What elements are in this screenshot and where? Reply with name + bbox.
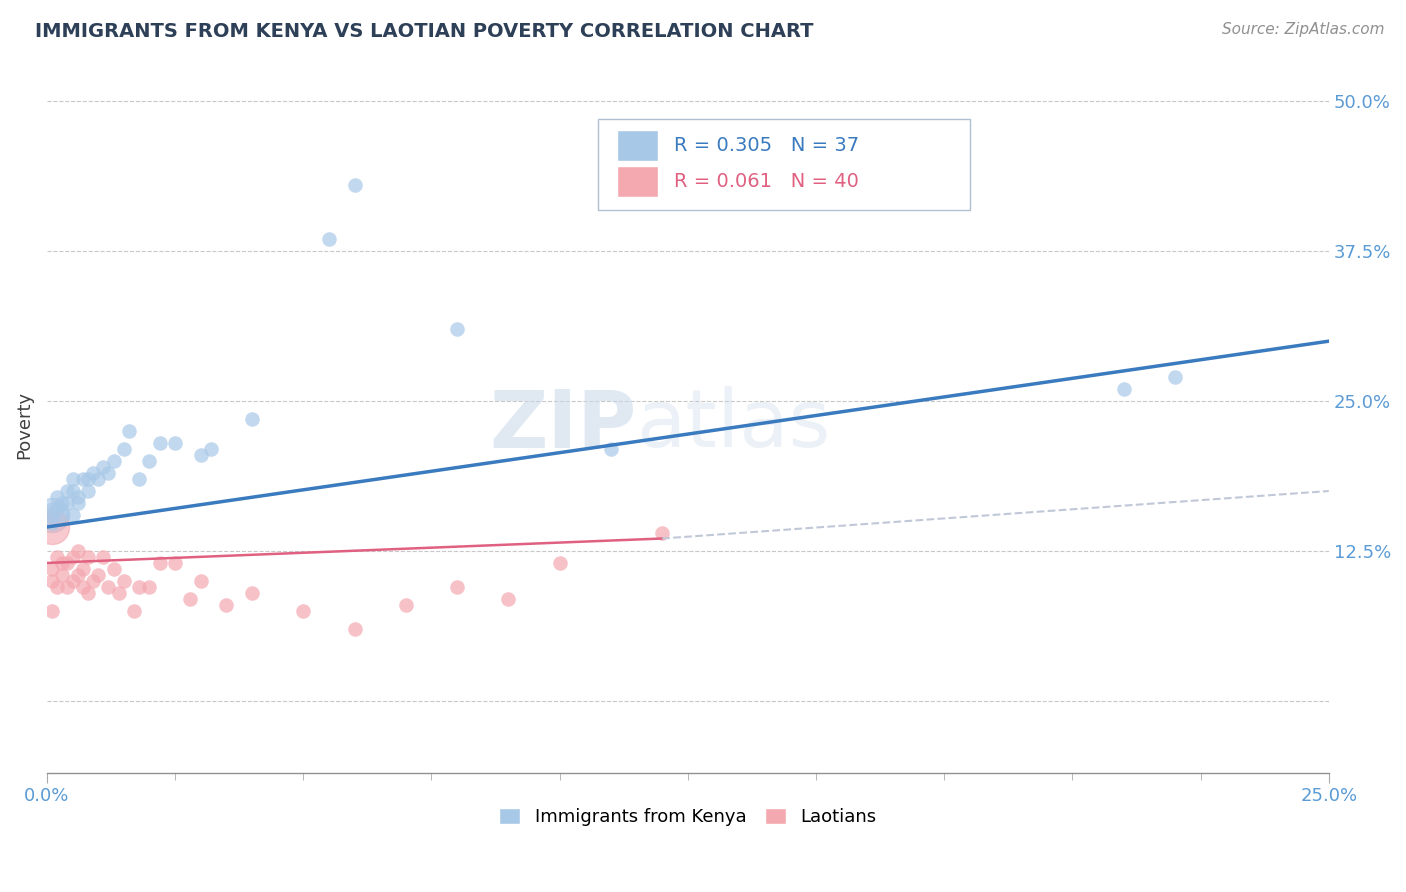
Point [118, 424, 141, 438]
Point [87, 568, 110, 582]
Point [87, 472, 110, 486]
Point [149, 436, 172, 450]
Point [62, 472, 84, 486]
Point [41, 574, 63, 588]
Point [56, 580, 79, 594]
Point [41, 516, 63, 531]
Point [97, 466, 120, 480]
Point [46, 580, 69, 594]
Point [66, 490, 89, 504]
Point [138, 580, 160, 594]
Point [41, 508, 63, 522]
Legend: Immigrants from Kenya, Laotians: Immigrants from Kenya, Laotians [492, 800, 884, 833]
Point [107, 586, 129, 600]
Point [651, 526, 673, 541]
Point [66, 544, 89, 558]
Point [66, 568, 89, 582]
Point [200, 442, 222, 456]
Point [190, 448, 212, 462]
Point [318, 232, 340, 246]
Point [91, 460, 114, 475]
Point [77, 586, 100, 600]
Point [82, 466, 104, 480]
Point [66, 496, 89, 510]
Point [446, 322, 468, 336]
Point [51, 568, 73, 582]
Point [56, 483, 79, 498]
Point [149, 556, 172, 570]
Point [128, 580, 150, 594]
FancyBboxPatch shape [617, 130, 658, 161]
Point [215, 598, 238, 612]
Point [41, 508, 63, 522]
Point [343, 178, 366, 193]
Y-axis label: Poverty: Poverty [15, 391, 32, 459]
Point [72, 580, 94, 594]
Point [72, 472, 94, 486]
Point [240, 586, 263, 600]
Point [165, 436, 187, 450]
Point [190, 574, 212, 588]
Text: Source: ZipAtlas.com: Source: ZipAtlas.com [1222, 22, 1385, 37]
Point [128, 472, 150, 486]
Point [51, 496, 73, 510]
Point [138, 454, 160, 468]
Point [41, 562, 63, 576]
Point [1164, 370, 1187, 384]
Point [548, 556, 571, 570]
Point [446, 580, 468, 594]
Point [56, 496, 79, 510]
Text: IMMIGRANTS FROM KENYA VS LAOTIAN POVERTY CORRELATION CHART: IMMIGRANTS FROM KENYA VS LAOTIAN POVERTY… [35, 22, 814, 41]
FancyBboxPatch shape [617, 166, 658, 197]
Point [51, 508, 73, 522]
Point [46, 490, 69, 504]
Point [77, 549, 100, 564]
Point [343, 622, 366, 636]
Point [165, 556, 187, 570]
Point [395, 598, 418, 612]
Point [97, 580, 120, 594]
Point [41, 520, 63, 534]
Point [62, 483, 84, 498]
Point [112, 442, 135, 456]
Point [179, 591, 201, 606]
Point [122, 604, 145, 618]
Point [46, 549, 69, 564]
Point [41, 604, 63, 618]
Point [112, 574, 135, 588]
Text: ZIP: ZIP [489, 386, 637, 464]
Point [41, 502, 63, 516]
Point [240, 412, 263, 426]
Text: R = 0.305   N = 37: R = 0.305 N = 37 [673, 136, 859, 155]
Point [82, 574, 104, 588]
Point [51, 556, 73, 570]
Point [77, 472, 100, 486]
Text: R = 0.061   N = 40: R = 0.061 N = 40 [673, 172, 859, 191]
Point [292, 604, 315, 618]
Point [91, 549, 114, 564]
Point [103, 562, 125, 576]
Point [62, 508, 84, 522]
Point [1112, 382, 1135, 396]
Point [62, 549, 84, 564]
FancyBboxPatch shape [598, 120, 970, 210]
Point [498, 591, 520, 606]
Point [72, 562, 94, 576]
Point [62, 574, 84, 588]
Point [600, 442, 623, 456]
Point [46, 502, 69, 516]
Point [77, 483, 100, 498]
Point [103, 454, 125, 468]
Text: atlas: atlas [637, 386, 831, 464]
Point [56, 556, 79, 570]
